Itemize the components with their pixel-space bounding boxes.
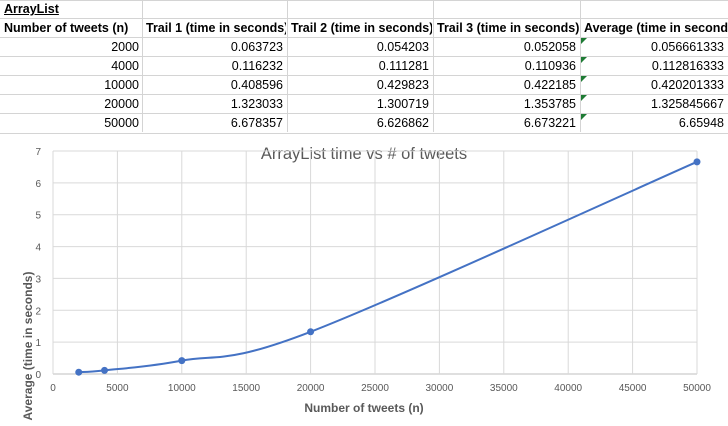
table-cell[interactable]: 0.052058	[523, 40, 576, 54]
header-cell[interactable]: Trail 2 (time in seconds)	[291, 21, 432, 35]
chart-area[interactable]: ArrayList time vs # of tweets 0 1 2 3 4 5 6 7 0 5…	[0, 133, 728, 426]
y-tick-label: 3	[35, 274, 41, 285]
x-tick-label: 15000	[232, 383, 260, 394]
row-divider	[0, 37, 728, 38]
table-cell[interactable]: 2000	[111, 40, 139, 54]
y-tick-label: 7	[35, 147, 41, 158]
table-cell[interactable]: 0.111281	[378, 59, 429, 73]
table-cell[interactable]: 0.110936	[524, 59, 576, 73]
chart-title: ArrayList time vs # of tweets	[260, 145, 468, 163]
table-cell[interactable]: 1.300719	[376, 97, 429, 111]
series-line	[78, 160, 698, 374]
row-divider	[0, 94, 728, 95]
table-cell[interactable]: 6.626862	[376, 116, 429, 130]
y-tick-label: 4	[35, 243, 41, 254]
error-indicator-icon[interactable]	[581, 76, 587, 82]
table-cell[interactable]: 1.325845667	[651, 97, 724, 111]
x-tick-label: 50000	[683, 383, 711, 394]
x-tick-label: 20000	[297, 383, 325, 394]
sheet-title[interactable]: ArrayList	[4, 2, 59, 16]
column-divider	[433, 0, 434, 132]
column-divider	[142, 0, 143, 132]
table-cell[interactable]: 0.112816333	[651, 59, 724, 73]
data-point	[75, 368, 83, 376]
y-tick-label: 1	[35, 338, 41, 349]
x-tick-label: 0	[50, 383, 56, 394]
x-tick-label: 10000	[168, 383, 196, 394]
error-indicator-icon[interactable]	[581, 114, 587, 120]
x-tick-label: 30000	[425, 383, 453, 394]
header-cell[interactable]: Number of tweets (n)	[4, 21, 129, 35]
y-tick-label: 5	[35, 211, 41, 222]
error-indicator-icon[interactable]	[581, 95, 587, 101]
x-tick-label: 40000	[554, 383, 582, 394]
x-tick-label: 35000	[490, 383, 518, 394]
table-cell[interactable]: 6.673221	[523, 116, 576, 130]
table-cell[interactable]: 6.65948	[678, 116, 724, 130]
data-point	[307, 328, 315, 336]
row-divider	[0, 113, 728, 114]
table-cell[interactable]: 10000	[104, 78, 139, 92]
header-cell[interactable]: Average (time in seconds	[584, 21, 728, 35]
y-tick-label: 2	[35, 306, 41, 317]
error-indicator-icon[interactable]	[581, 38, 587, 44]
table-cell[interactable]: 0.063723	[230, 40, 283, 54]
header-cell[interactable]: Trail 3 (time in seconds)	[437, 21, 579, 35]
table-cell[interactable]: 50000	[104, 116, 139, 130]
table-cell[interactable]: 0.116232	[231, 59, 283, 73]
table-cell[interactable]: 0.054203	[376, 40, 429, 54]
table-cell[interactable]: 0.408596	[230, 78, 283, 92]
error-indicator-icon[interactable]	[581, 57, 587, 63]
table-cell[interactable]: 1.353785	[523, 97, 576, 111]
x-tick-label: 5000	[106, 383, 129, 394]
table-cell[interactable]: 20000	[104, 97, 139, 111]
row-divider	[0, 75, 728, 76]
x-tick-label: 45000	[619, 383, 647, 394]
row-divider	[0, 18, 728, 19]
data-point	[101, 366, 109, 374]
table-cell[interactable]: 0.056661333	[651, 40, 724, 54]
table-cell[interactable]: 0.429823	[376, 78, 429, 92]
table-cell[interactable]: 6.678357	[230, 116, 283, 130]
table-cell[interactable]: 0.422185	[523, 78, 576, 92]
data-point	[693, 158, 701, 166]
y-axis-label: Average (time in seconds)	[21, 271, 35, 421]
x-axis-label: Number of tweets (n)	[304, 401, 424, 415]
scatter-plot: 0 1 2 3 4 5 6 7 0 5000 10000 15000 20000 25000 30000 35…	[35, 147, 711, 394]
row-divider	[0, 56, 728, 57]
table-cell[interactable]: 0.420201333	[651, 78, 724, 92]
column-divider	[287, 0, 288, 132]
y-tick-label: 0	[35, 370, 41, 381]
row-divider	[0, 0, 728, 1]
y-tick-label: 6	[35, 179, 41, 190]
header-cell[interactable]: Trail 1 (time in seconds)	[146, 21, 286, 35]
x-tick-label: 25000	[361, 383, 389, 394]
spreadsheet: ArrayList Number of tweets (n) Trail 1 (…	[0, 0, 728, 132]
table-cell[interactable]: 1.323033	[230, 97, 283, 111]
column-divider	[580, 0, 581, 132]
table-cell[interactable]: 4000	[111, 59, 139, 73]
data-point	[178, 357, 186, 365]
